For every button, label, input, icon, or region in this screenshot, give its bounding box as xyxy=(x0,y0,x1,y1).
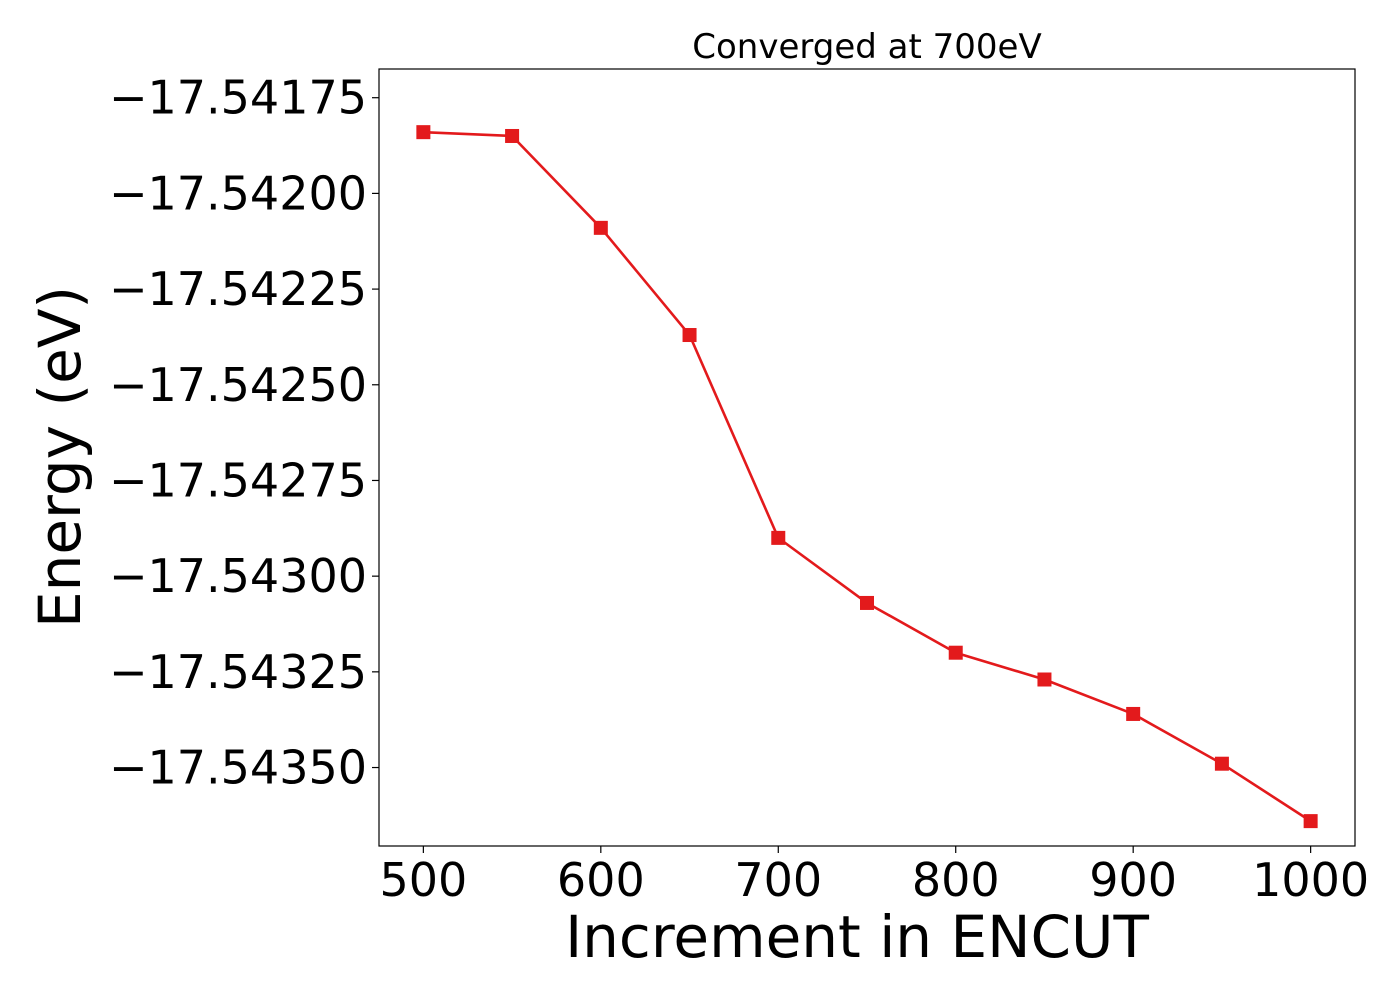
y-tick-label: −17.54325 xyxy=(109,645,367,699)
y-axis-label: Energy (eV) xyxy=(26,286,94,628)
data-point-marker xyxy=(1126,706,1141,721)
y-tick-label: −17.54225 xyxy=(109,262,367,316)
y-tick-label: −17.54200 xyxy=(109,166,367,220)
x-tick-label: 1000 xyxy=(1252,853,1369,907)
data-point-marker xyxy=(593,220,608,235)
x-tick-label: 700 xyxy=(734,853,822,907)
x-tick-label: 800 xyxy=(912,853,1000,907)
y-tick-label: −17.54250 xyxy=(109,358,367,412)
data-point-marker xyxy=(1303,814,1318,829)
series-layer xyxy=(416,125,1318,829)
x-tick-label: 600 xyxy=(557,853,645,907)
data-point-marker xyxy=(682,328,697,343)
data-point-marker xyxy=(1037,672,1052,687)
chart-title: Converged at 700eV xyxy=(692,27,1041,67)
y-axis: −17.54175 −17.54200 −17.54225 −17.54250 −17.… xyxy=(109,71,379,795)
y-tick-label: −17.54275 xyxy=(109,453,367,507)
data-point-marker xyxy=(860,595,874,610)
data-point-marker xyxy=(771,530,786,545)
y-tick-label: −17.54300 xyxy=(109,549,367,603)
data-point-marker xyxy=(1214,756,1229,771)
data-point-marker xyxy=(505,128,520,143)
x-tick-label: 900 xyxy=(1089,853,1177,907)
data-point-marker xyxy=(948,645,963,660)
y-tick-label: −17.54350 xyxy=(109,741,367,795)
x-axis: 500 600 700 800 900 1000 xyxy=(379,846,1369,907)
x-axis-label: Increment in ENCUT xyxy=(565,903,1149,971)
plot-area xyxy=(378,68,1356,847)
data-point-marker xyxy=(416,125,431,140)
x-tick-label: 500 xyxy=(379,853,467,907)
y-tick-label: −17.54175 xyxy=(109,71,367,125)
